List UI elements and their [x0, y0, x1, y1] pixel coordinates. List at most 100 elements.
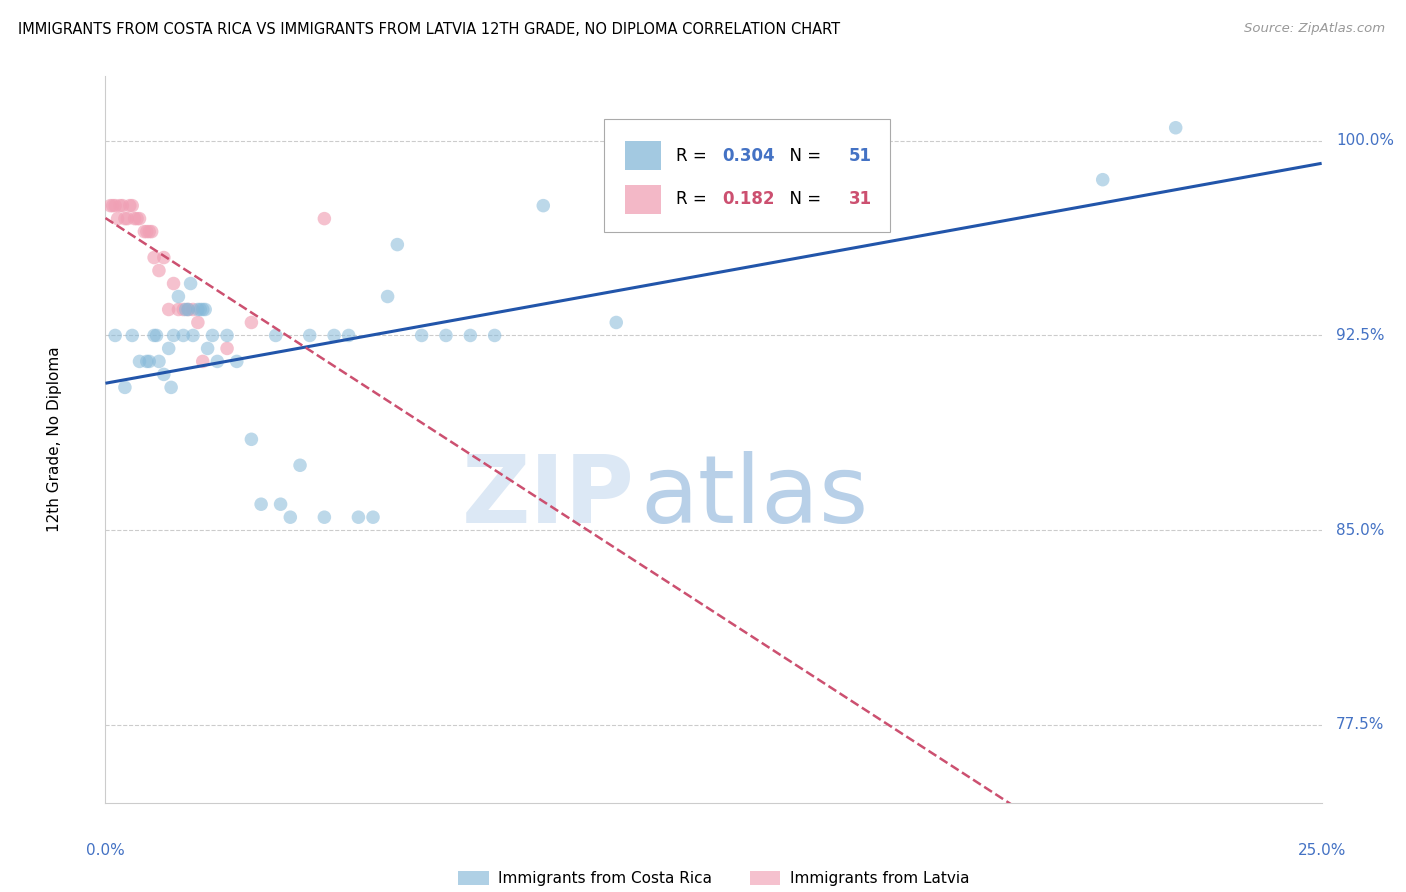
- Point: [167, 302, 190, 317]
- Point: [181, 328, 204, 343]
- Point: [128, 354, 150, 368]
- Point: [191, 354, 214, 368]
- Point: [157, 302, 180, 317]
- Point: [118, 199, 141, 213]
- Point: [180, 277, 202, 291]
- Point: [114, 211, 136, 226]
- Point: [107, 211, 129, 226]
- Point: [191, 302, 214, 317]
- Point: [101, 199, 124, 213]
- Point: [605, 316, 627, 330]
- Point: [174, 302, 197, 317]
- Point: [145, 328, 167, 343]
- Text: 92.5%: 92.5%: [1336, 328, 1385, 343]
- Point: [377, 289, 399, 303]
- Point: [264, 328, 287, 343]
- Point: [177, 302, 200, 317]
- Text: N =: N =: [779, 190, 827, 209]
- Text: 0.0%: 0.0%: [86, 843, 125, 858]
- Point: [134, 225, 156, 239]
- Text: 51: 51: [849, 147, 872, 165]
- Point: [314, 510, 336, 524]
- Text: ZIP: ZIP: [461, 451, 634, 543]
- Legend: Immigrants from Costa Rica, Immigrants from Latvia: Immigrants from Costa Rica, Immigrants f…: [458, 871, 969, 886]
- Point: [298, 328, 321, 343]
- Point: [361, 510, 384, 524]
- Point: [347, 510, 370, 524]
- Point: [172, 302, 194, 317]
- Point: [458, 328, 481, 343]
- FancyBboxPatch shape: [605, 120, 890, 232]
- FancyBboxPatch shape: [624, 141, 661, 170]
- Point: [194, 302, 217, 317]
- Point: [143, 328, 166, 343]
- Point: [138, 225, 160, 239]
- Text: Source: ZipAtlas.com: Source: ZipAtlas.com: [1244, 22, 1385, 36]
- Point: [148, 263, 170, 277]
- Point: [225, 354, 247, 368]
- Point: [188, 302, 211, 317]
- Text: R =: R =: [676, 190, 717, 209]
- Text: 77.5%: 77.5%: [1336, 717, 1385, 732]
- Point: [167, 289, 190, 303]
- Point: [1091, 172, 1114, 186]
- Text: atlas: atlas: [641, 451, 869, 543]
- Text: 0.304: 0.304: [723, 147, 775, 165]
- Text: 0.182: 0.182: [723, 190, 775, 209]
- Point: [128, 211, 150, 226]
- Point: [531, 199, 554, 213]
- Point: [162, 328, 184, 343]
- Point: [201, 328, 224, 343]
- Point: [323, 328, 346, 343]
- Point: [121, 328, 143, 343]
- Point: [172, 328, 194, 343]
- Point: [800, 186, 823, 200]
- Point: [314, 211, 336, 226]
- Point: [117, 211, 139, 226]
- Point: [153, 251, 176, 265]
- Point: [217, 328, 239, 343]
- Point: [98, 199, 121, 213]
- Point: [250, 497, 273, 511]
- Point: [387, 237, 409, 252]
- Point: [337, 328, 360, 343]
- Point: [143, 251, 166, 265]
- Point: [104, 328, 127, 343]
- Point: [197, 342, 219, 356]
- Text: IMMIGRANTS FROM COSTA RICA VS IMMIGRANTS FROM LATVIA 12TH GRADE, NO DIPLOMA CORR: IMMIGRANTS FROM COSTA RICA VS IMMIGRANTS…: [18, 22, 841, 37]
- Point: [177, 302, 200, 317]
- Point: [1164, 120, 1187, 135]
- Point: [135, 354, 157, 368]
- Point: [484, 328, 506, 343]
- Point: [111, 199, 134, 213]
- Text: 31: 31: [849, 190, 872, 209]
- Point: [181, 302, 204, 317]
- Point: [240, 433, 263, 447]
- FancyBboxPatch shape: [624, 185, 661, 214]
- Point: [207, 354, 229, 368]
- Point: [121, 199, 143, 213]
- Point: [153, 368, 176, 382]
- Point: [187, 302, 209, 317]
- Point: [162, 277, 184, 291]
- Point: [187, 316, 209, 330]
- Point: [148, 354, 170, 368]
- Text: 85.0%: 85.0%: [1336, 523, 1385, 538]
- Point: [125, 211, 148, 226]
- Point: [270, 497, 292, 511]
- Point: [114, 380, 136, 394]
- Text: N =: N =: [779, 147, 827, 165]
- Point: [411, 328, 433, 343]
- Point: [141, 225, 163, 239]
- Point: [138, 354, 160, 368]
- Point: [124, 211, 146, 226]
- Text: R =: R =: [676, 147, 711, 165]
- Text: 25.0%: 25.0%: [1298, 843, 1346, 858]
- Point: [160, 380, 183, 394]
- Text: 100.0%: 100.0%: [1336, 133, 1395, 148]
- Point: [104, 199, 127, 213]
- Point: [108, 199, 131, 213]
- Point: [278, 510, 301, 524]
- Point: [135, 225, 157, 239]
- Point: [434, 328, 457, 343]
